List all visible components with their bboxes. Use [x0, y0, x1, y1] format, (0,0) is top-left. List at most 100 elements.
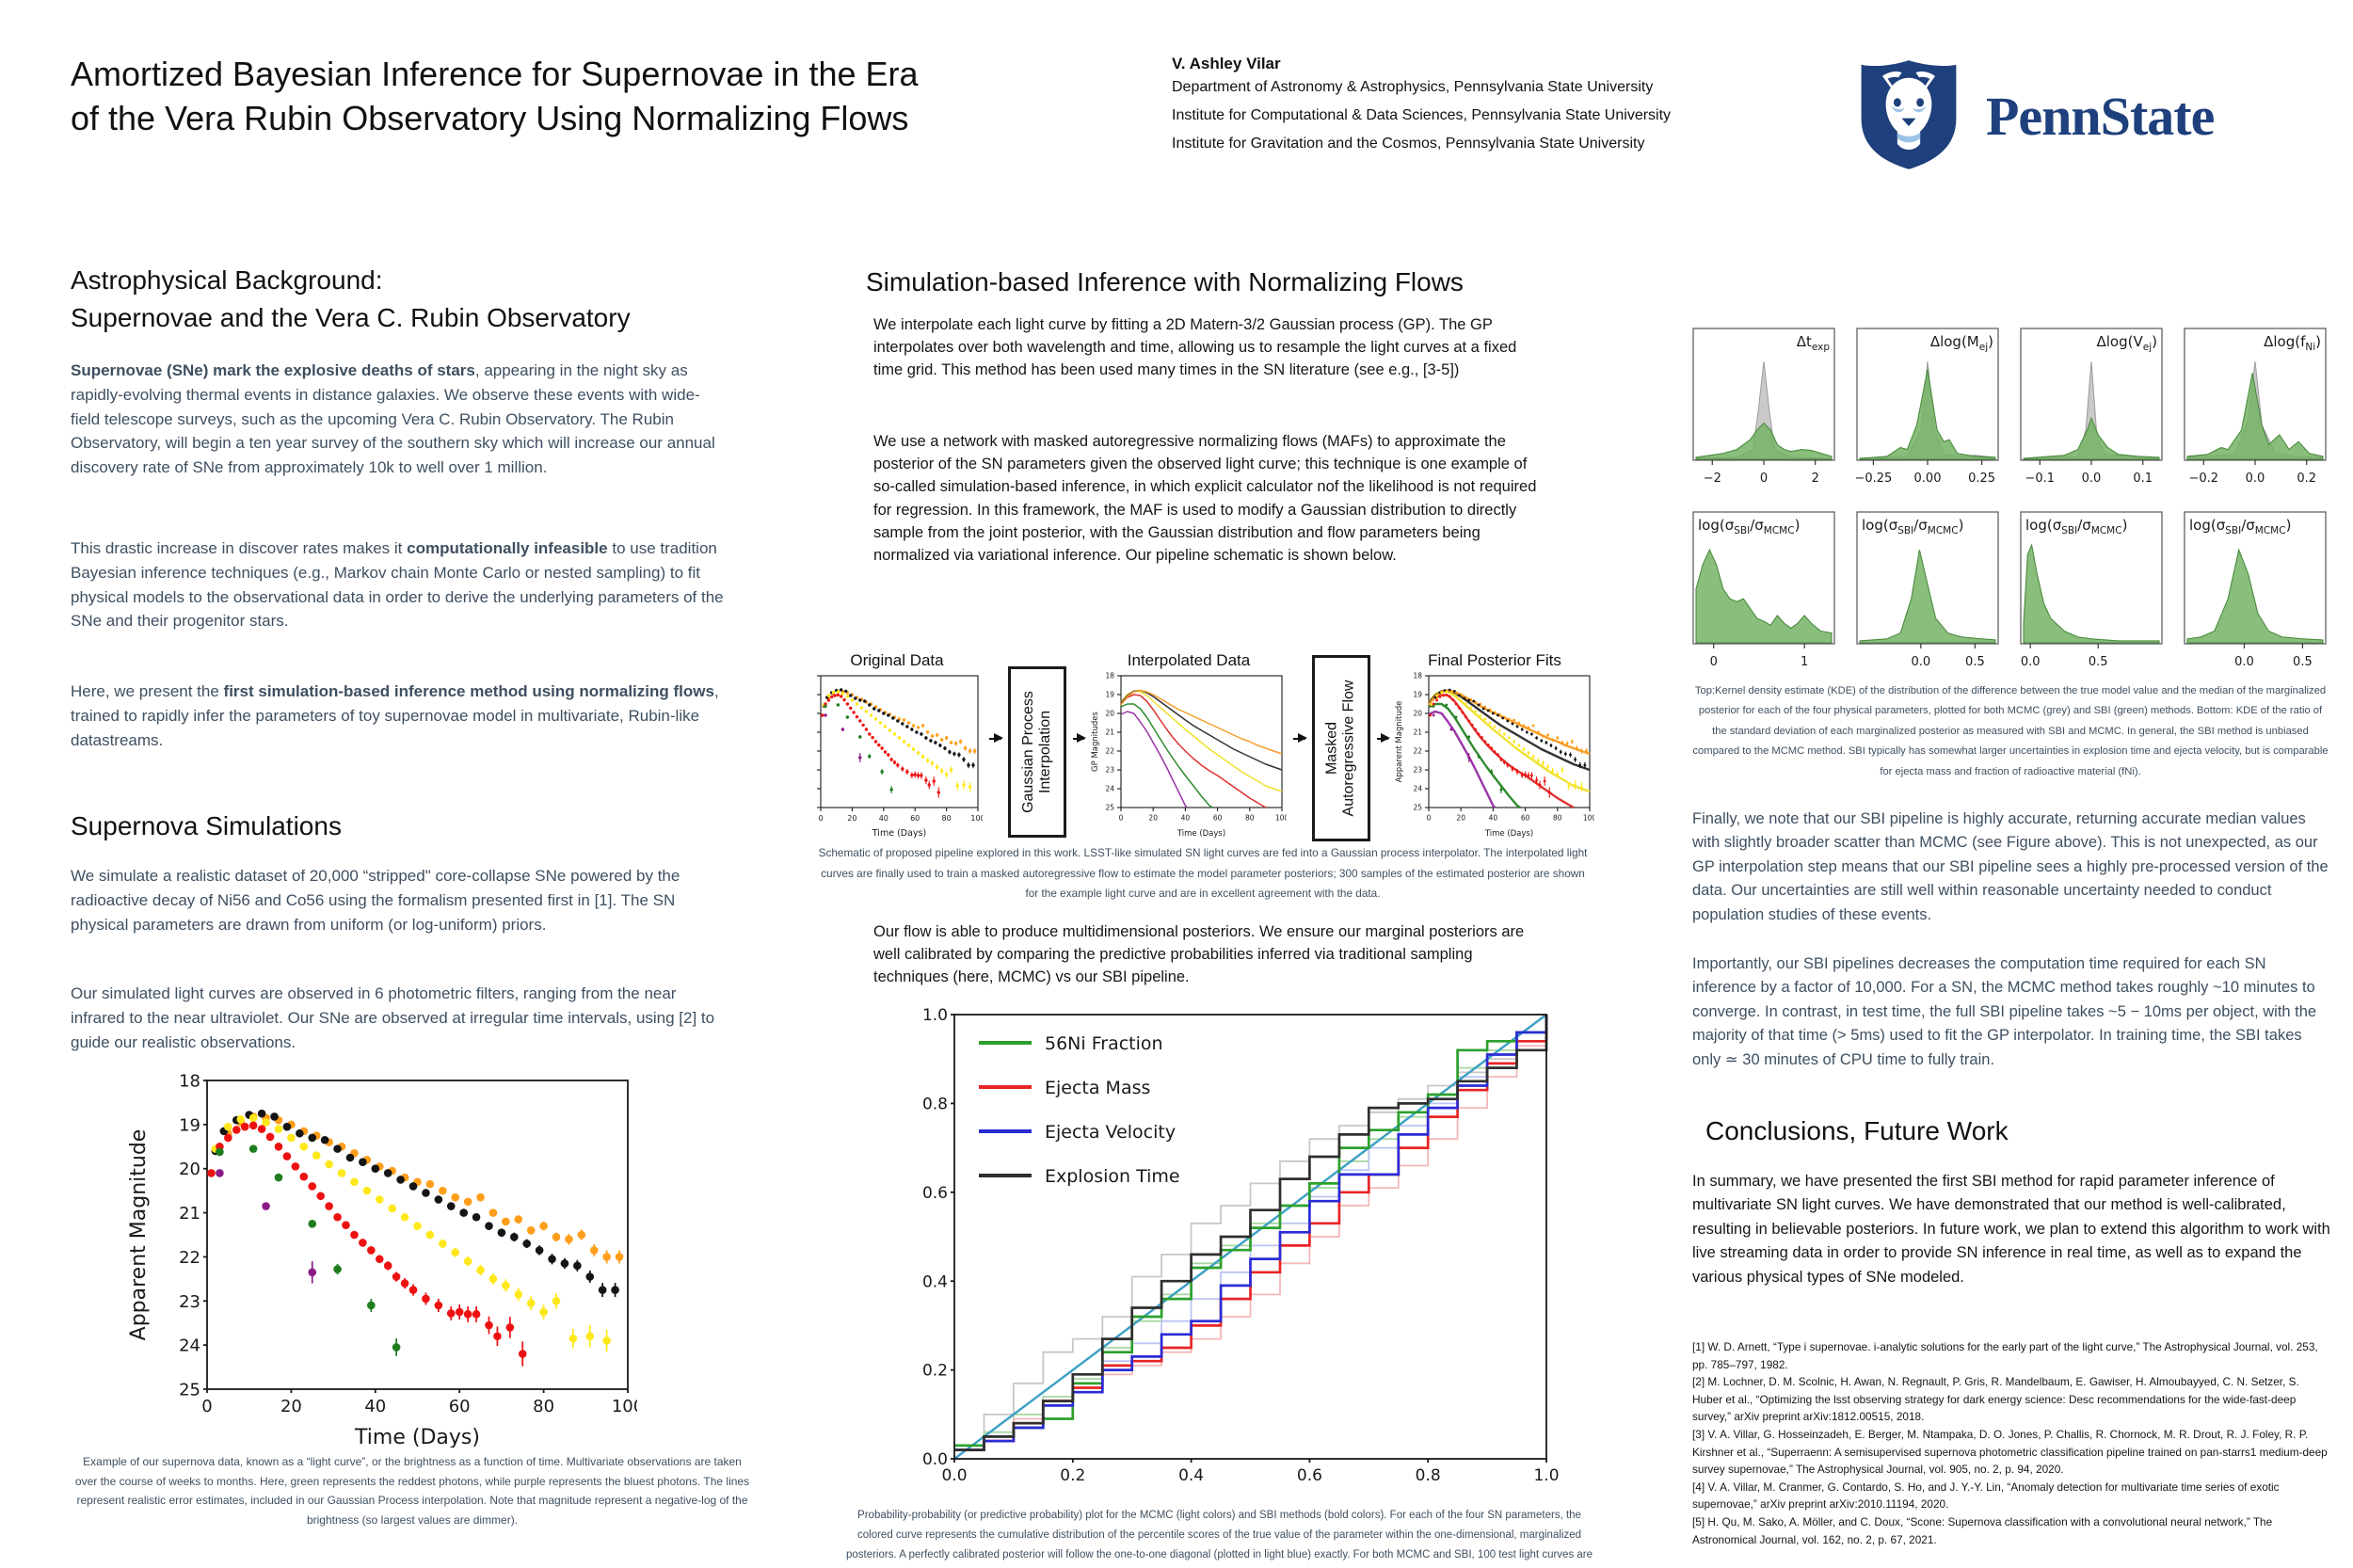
left-p3-pre: Here, we present the: [71, 682, 224, 700]
svg-text:20: 20: [179, 1160, 200, 1179]
svg-text:0.2: 0.2: [1060, 1466, 1085, 1485]
svg-text:40: 40: [364, 1397, 386, 1416]
svg-text:0.0: 0.0: [2246, 472, 2265, 486]
svg-text:24: 24: [179, 1336, 200, 1356]
lightcurve-chart: 0 20 40 60 80 100 18 19 20 21 22 23 24 25 Time (Days) A…: [124, 1071, 644, 1452]
author-block: V. Ashley Vilar Department of Astronomy …: [1172, 55, 1849, 158]
left-paragraph-2: This drastic increase in discover rates …: [71, 536, 725, 633]
svg-text:−0.2: −0.2: [2188, 472, 2218, 486]
left-heading-line1: Astrophysical Background:: [71, 265, 383, 295]
right-paragraph-1: Finally, we note that our SBI pipeline i…: [1692, 810, 2329, 923]
conclusions-heading: Conclusions, Future Work: [1705, 1116, 2009, 1145]
svg-text:0.1: 0.1: [2133, 472, 2153, 486]
svg-text:60: 60: [1213, 814, 1223, 823]
svg-text:0.5: 0.5: [2089, 655, 2108, 669]
middle-section-heading: Simulation-based Inference with Normaliz…: [866, 267, 1464, 296]
kde-panel-delta-log-fni: Δlog(fNi) −0.2 0.0 0.2: [2184, 328, 2327, 500]
left-p2-pre: This drastic increase in discover rates …: [71, 539, 408, 557]
svg-text:0.25: 0.25: [1968, 472, 1995, 486]
maf-box-line1: Masked: [1323, 721, 1340, 776]
svg-text:Time (Days): Time (Days): [872, 828, 926, 839]
kde-panel-sigma-ratio-mej: log(σSBI/σMCMC) 0.0 0.5: [1856, 511, 1999, 683]
kde-caption: Top:Kernel density estimate (KDE) of the…: [1692, 685, 2329, 777]
svg-text:0: 0: [201, 1397, 212, 1416]
svg-text:Ejecta Mass: Ejecta Mass: [1045, 1078, 1150, 1098]
kde-panel-delta-t-exp: Δtexp −2 0 2: [1692, 328, 1835, 500]
svg-text:56Ni Fraction: 56Ni Fraction: [1045, 1033, 1163, 1054]
svg-text:19: 19: [179, 1115, 200, 1135]
svg-text:Time (Days): Time (Days): [1484, 829, 1533, 839]
svg-text:18: 18: [1413, 672, 1422, 680]
svg-text:80: 80: [1553, 814, 1562, 823]
schematic-original-data: Original Data 0 20 40 60 80 100 Time (Days): [811, 651, 985, 844]
svg-text:Apparent Magnitude: Apparent Magnitude: [1395, 701, 1404, 783]
svg-text:60: 60: [910, 814, 920, 823]
left-paragraph-5: Our simulated light curves are observed …: [71, 984, 715, 1051]
svg-text:0.0: 0.0: [2234, 655, 2254, 669]
svg-text:0: 0: [1119, 814, 1124, 823]
svg-text:1: 1: [1801, 655, 1808, 669]
left-heading-line2: Supernovae and the Vera C. Rubin Observa…: [71, 303, 631, 332]
author-name: V. Ashley Vilar: [1172, 55, 1281, 72]
svg-text:18: 18: [179, 1073, 200, 1091]
svg-text:80: 80: [942, 814, 952, 823]
svg-text:100: 100: [1275, 814, 1287, 823]
svg-text:Δlog(Vej): Δlog(Vej): [2097, 333, 2158, 353]
svg-text:22: 22: [1105, 747, 1114, 756]
left-p3-bold: first simulation-based inference method …: [223, 682, 714, 700]
lightcurve-caption: Example of our supernova data, known as …: [74, 1455, 750, 1527]
svg-text:−2: −2: [1704, 472, 1721, 486]
svg-text:40: 40: [879, 814, 888, 823]
svg-text:0.0: 0.0: [2082, 472, 2102, 486]
schematic-final-fits: Final Posterior Fits 0 20 40 60 80 100 18 19 20 2…: [1395, 651, 1596, 844]
svg-text:23: 23: [179, 1292, 200, 1312]
svg-text:0: 0: [1427, 814, 1432, 823]
svg-text:1.0: 1.0: [922, 1006, 948, 1025]
svg-text:0.8: 0.8: [922, 1096, 948, 1114]
svg-text:Explosion Time: Explosion Time: [1045, 1166, 1180, 1187]
left-p2-post: to use tradition Bayesian inference tech…: [71, 539, 724, 631]
svg-text:18: 18: [1105, 672, 1114, 680]
arrow-icon-3: [1293, 733, 1306, 743]
svg-text:20: 20: [1456, 814, 1465, 823]
svg-text:40: 40: [1181, 814, 1191, 823]
mini-interp: 0 20 40 60 80 100 18 19 20 21 22 23 24 25 Time (Days) G…: [1091, 672, 1289, 844]
svg-text:100: 100: [612, 1397, 637, 1416]
svg-text:40: 40: [1489, 814, 1498, 823]
left-p1-bold: Supernovae (SNe) mark the explosive deat…: [71, 361, 475, 379]
left-p3-post: , trained to rapidly infer the parameter…: [71, 682, 719, 749]
schematic-interpolated-data: Interpolated Data 0 20 40 60 80 100 18 19 20 21 22…: [1091, 651, 1289, 844]
svg-text:100: 100: [1583, 814, 1594, 823]
left-section-heading: Astrophysical Background: Supernovae and…: [71, 262, 748, 337]
svg-text:22: 22: [1413, 747, 1422, 756]
left-section2-heading: Supernova Simulations: [71, 811, 342, 840]
poster-title-line2: of the Vera Rubin Observatory Using Norm…: [71, 99, 909, 137]
left-paragraph-1: Supernovae (SNe) mark the explosive deat…: [71, 359, 725, 480]
arrow-icon-1: [989, 733, 1002, 743]
kde-panel-sigma-ratio-texp: log(σSBI/σMCMC) 0 1: [1692, 511, 1835, 683]
arrow-icon-4: [1376, 733, 1390, 743]
svg-text:20: 20: [1413, 710, 1422, 718]
pp-chart: 0.0 0.2 0.4 0.6 0.8 1.0 0.0 0.2 0.4 0.6 0.8 1.0 56Ni…: [896, 1005, 1560, 1507]
svg-text:log(σSBI/σMCMC): log(σSBI/σMCMC): [2025, 517, 2127, 536]
reference-5: [5] H. Qu, M. Sako, A. Möller, and C. Do…: [1692, 1514, 2273, 1546]
svg-text:Time (Days): Time (Days): [1176, 829, 1225, 839]
mini-original: 0 20 40 60 80 100 Time (Days): [811, 672, 985, 844]
author-affiliation-1: Department of Astronomy & Astrophysics, …: [1172, 79, 1654, 95]
svg-text:21: 21: [1413, 728, 1422, 737]
svg-text:24: 24: [1105, 785, 1114, 793]
schematic-title-original: Original Data: [850, 651, 944, 669]
conclusions-paragraph: In summary, we have presented the first …: [1692, 1173, 2330, 1286]
svg-text:60: 60: [449, 1397, 471, 1416]
svg-text:log(σSBI/σMCMC): log(σSBI/σMCMC): [1862, 517, 1963, 536]
svg-text:Δlog(Mej): Δlog(Mej): [1930, 333, 1993, 353]
kde-panel-sigma-ratio-vej: log(σSBI/σMCMC) 0.0 0.5: [2020, 511, 2163, 683]
middle-paragraph-3: Our flow is able to produce multidimensi…: [873, 923, 1525, 986]
svg-text:80: 80: [1245, 814, 1255, 823]
svg-text:0.0: 0.0: [1911, 655, 1930, 669]
svg-text:80: 80: [533, 1397, 554, 1416]
svg-text:25: 25: [1413, 804, 1422, 812]
svg-text:0: 0: [818, 814, 823, 823]
references: [1] W. D. Arnett, “Type i supernovae. i-…: [1692, 1338, 2332, 1548]
